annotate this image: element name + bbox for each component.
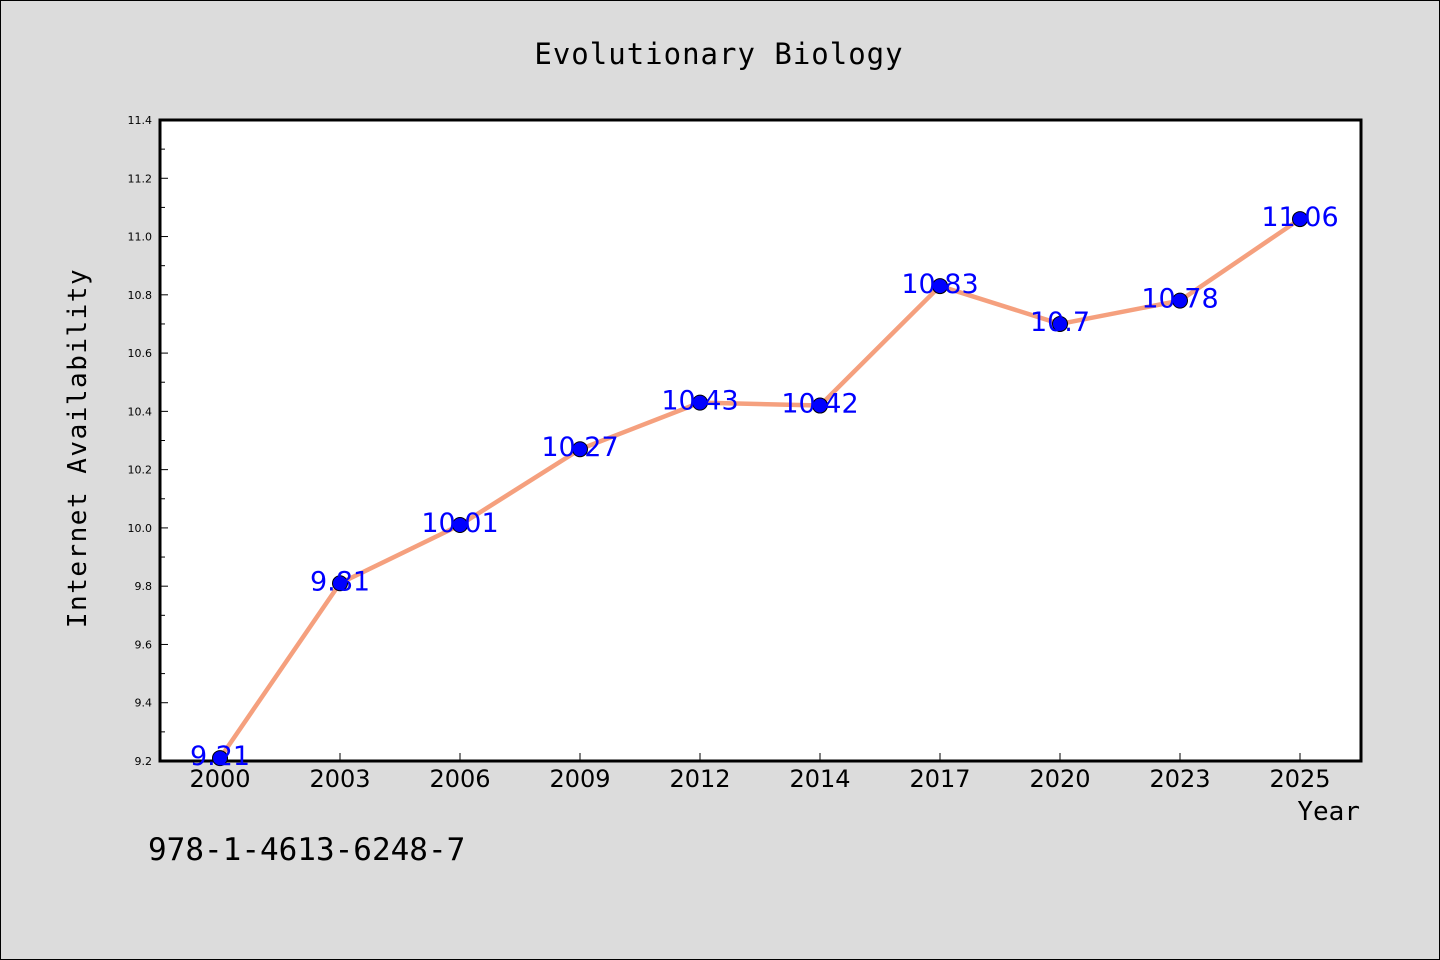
y-tick-label: 9.2 <box>135 755 153 768</box>
series-markers <box>212 211 1308 767</box>
data-label: 10.7 <box>1030 307 1090 338</box>
y-tick-label: 9.6 <box>135 638 153 651</box>
data-label: 10.43 <box>661 386 738 417</box>
y-tick-label: 9.8 <box>135 580 153 593</box>
data-label: 10.83 <box>901 269 978 300</box>
series-line <box>217 216 1303 761</box>
y-tick-label: 9.4 <box>135 697 153 710</box>
y-tick-label: 11.4 <box>128 114 153 127</box>
plot-area <box>158 118 1363 763</box>
data-point-marker <box>692 394 708 411</box>
data-label: 10.42 <box>781 389 858 420</box>
x-tick-label: 2012 <box>669 765 730 793</box>
x-tick-label: 2014 <box>789 765 850 793</box>
x-tick-label: 2009 <box>549 765 610 793</box>
y-tick-label: 10.2 <box>128 464 153 477</box>
data-point-marker <box>1052 315 1068 332</box>
data-label: 9.81 <box>310 566 370 597</box>
data-label: 10.01 <box>421 508 498 539</box>
x-tick-label: 2025 <box>1269 765 1330 793</box>
x-tick-label: 2006 <box>429 765 490 793</box>
data-point-marker <box>1292 211 1308 228</box>
data-point-marker <box>932 278 948 295</box>
data-label: 10.78 <box>1141 284 1218 315</box>
x-tick-label: 2020 <box>1029 765 1090 793</box>
data-label: 9.21 <box>190 741 250 772</box>
data-point-marker <box>212 750 228 767</box>
x-tick-label: 2003 <box>309 765 370 793</box>
data-label: 10.27 <box>541 432 618 463</box>
y-axis-ticks: 9.2 9.4 9.6 9.8 10.0 10.2 10.4 10.6 10.8 11.0 11.2… <box>128 114 168 768</box>
y-tick-label: 10.6 <box>128 347 153 360</box>
x-axis-ticks: 2000 2003 2006 2009 2012 2014 2017 2020 2023 2025 <box>189 753 1331 793</box>
y-tick-label: 10.8 <box>128 289 153 302</box>
data-label: 11.06 <box>1261 202 1338 233</box>
data-point-marker <box>452 516 468 533</box>
series-line-group <box>217 216 1303 761</box>
y-tick-label: 11.0 <box>128 231 153 244</box>
x-tick-label: 2000 <box>189 765 250 793</box>
data-labels: 9.21 9.81 10.01 10.27 10.43 10.42 10.83 10.7 10.… <box>190 202 1339 772</box>
x-axis-label: Year <box>1297 797 1360 827</box>
y-tick-label: 11.2 <box>128 172 153 185</box>
y-tick-label: 10.4 <box>128 405 153 418</box>
data-point-marker <box>812 397 828 414</box>
y-tick-label: 10.0 <box>128 522 153 535</box>
data-point-marker <box>332 575 348 592</box>
x-tick-label: 2017 <box>909 765 970 793</box>
data-point-marker <box>572 441 588 458</box>
data-point-marker <box>1172 292 1188 309</box>
isbn-text: 978-1-4613-6248-7 <box>148 832 466 868</box>
y-axis-label: Internet Availability <box>63 268 93 628</box>
chart-title: Evolutionary Biology <box>534 37 903 71</box>
x-tick-label: 2023 <box>1149 765 1210 793</box>
